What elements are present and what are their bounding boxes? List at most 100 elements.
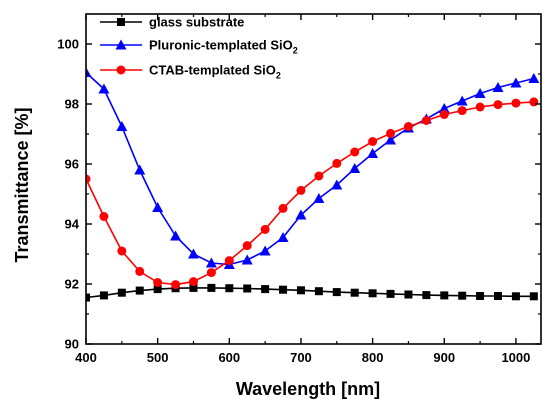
data-point xyxy=(438,103,450,113)
data-point xyxy=(225,284,234,293)
data-point xyxy=(313,193,325,203)
data-point xyxy=(153,285,162,294)
y-tick-label: 90 xyxy=(65,337,79,352)
data-point xyxy=(86,174,91,184)
data-point xyxy=(350,288,359,297)
data-point xyxy=(493,100,503,110)
y-tick-label: 92 xyxy=(65,277,79,292)
data-point xyxy=(134,164,146,175)
x-tick-label: 800 xyxy=(362,350,384,365)
data-point xyxy=(296,185,306,195)
data-point xyxy=(171,280,181,290)
data-point xyxy=(349,163,361,173)
y-tick-label: 96 xyxy=(65,157,79,172)
data-point xyxy=(511,292,520,301)
data-point xyxy=(386,289,395,298)
data-point xyxy=(189,283,198,292)
data-point xyxy=(332,288,341,297)
data-point xyxy=(259,245,271,256)
data-point xyxy=(368,137,378,146)
legend-label: Pluronic-templated SiO2 xyxy=(149,38,298,56)
data-point xyxy=(314,287,323,296)
legend-entry-0: glass substrate xyxy=(100,15,244,30)
data-point xyxy=(278,203,288,213)
legend-label-main: Pluronic-templated SiO xyxy=(149,38,293,53)
data-point xyxy=(492,82,504,92)
data-point xyxy=(135,266,145,276)
data-point xyxy=(457,106,467,116)
data-point xyxy=(135,286,144,295)
y-tick-label: 100 xyxy=(57,37,79,52)
data-point xyxy=(494,292,503,300)
plot-frame xyxy=(85,13,542,345)
x-tick-label: 700 xyxy=(290,350,312,365)
data-point xyxy=(243,284,252,293)
series-1 xyxy=(86,67,540,269)
x-tick-label: 1000 xyxy=(501,350,530,365)
data-point xyxy=(476,292,485,300)
data-point xyxy=(116,121,128,131)
legend-entry-1: Pluronic-templated SiO2 xyxy=(100,38,298,56)
x-tick-label: 900 xyxy=(433,350,455,365)
data-point xyxy=(277,232,289,242)
series-layer xyxy=(86,67,540,302)
legend-marker xyxy=(115,39,127,50)
data-point xyxy=(367,148,379,158)
data-point xyxy=(188,277,198,287)
data-point xyxy=(386,128,396,138)
data-point xyxy=(170,230,182,241)
ticks-layer: 400 500 600 700 800 900 1000 90 92 94 96 98 100 xyxy=(57,14,541,365)
y-axis-title: Transmittance [%] xyxy=(12,107,32,262)
data-point xyxy=(295,209,307,220)
data-point xyxy=(261,285,270,294)
data-point xyxy=(474,88,486,98)
legend-label: CTAB-templated SiO2 xyxy=(149,63,281,81)
data-point xyxy=(368,289,377,298)
data-point xyxy=(99,212,109,221)
legend-label-main: CTAB-templated SiO xyxy=(149,63,276,78)
data-point xyxy=(314,171,324,181)
data-point xyxy=(422,291,431,300)
data-point xyxy=(528,73,540,83)
data-point xyxy=(403,122,413,131)
data-point xyxy=(475,102,485,112)
data-point xyxy=(260,224,270,234)
data-point xyxy=(98,83,110,94)
data-point xyxy=(224,256,234,266)
data-point xyxy=(242,241,252,251)
series-line xyxy=(86,71,534,266)
data-point xyxy=(206,268,216,278)
data-point xyxy=(511,98,521,108)
x-tick-label: 600 xyxy=(218,350,240,365)
series-line xyxy=(86,287,534,299)
legend-marker xyxy=(116,65,126,75)
data-point xyxy=(510,77,522,88)
data-point xyxy=(439,110,449,119)
series-2 xyxy=(86,97,539,290)
legend-marker xyxy=(117,18,125,26)
axes-layer xyxy=(85,13,542,345)
y-tick-label: 98 xyxy=(65,97,79,112)
data-point xyxy=(187,248,199,259)
x-axis-title: Wavelength [nm] xyxy=(236,379,380,399)
data-point xyxy=(458,291,467,300)
data-point xyxy=(529,97,539,107)
data-point xyxy=(241,254,253,265)
data-point xyxy=(385,134,397,145)
data-point xyxy=(86,293,90,302)
legend: glass substrate Pluronic-templated SiO2 CT… xyxy=(100,15,298,81)
data-point xyxy=(117,288,126,297)
data-point xyxy=(456,95,468,106)
x-tick-label: 500 xyxy=(147,350,169,365)
data-point xyxy=(440,291,449,300)
data-point xyxy=(404,290,413,299)
legend-label-main: glass substrate xyxy=(149,15,244,30)
data-point xyxy=(207,283,216,292)
series-line xyxy=(86,101,534,286)
data-point xyxy=(331,179,343,190)
data-point xyxy=(529,292,538,301)
legend-label-subscript: 2 xyxy=(293,46,298,56)
data-point xyxy=(332,158,342,168)
